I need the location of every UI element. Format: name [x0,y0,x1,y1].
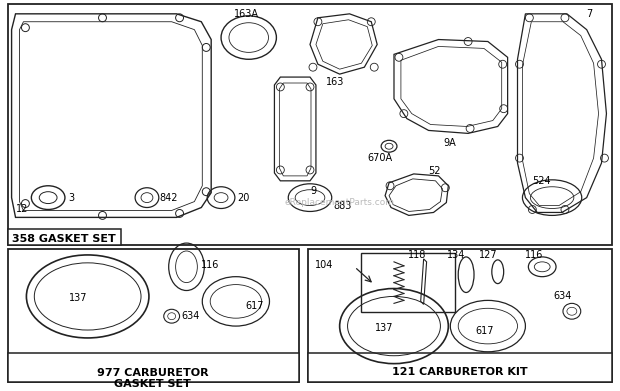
Text: 134: 134 [447,250,466,260]
Bar [361,253,455,312]
Text: eReplacementParts.com: eReplacementParts.com [285,198,395,207]
Text: 9: 9 [310,186,316,196]
Text: 524: 524 [533,176,551,186]
Text: 163: 163 [326,77,344,87]
Text: 670A: 670A [367,153,392,163]
Text: 617: 617 [246,301,264,311]
Bar [308,353,613,382]
Text: 118: 118 [407,250,426,260]
Text: 104: 104 [315,260,334,270]
Text: 9A: 9A [443,138,456,148]
Text: 116: 116 [202,260,219,270]
Bar [7,249,299,382]
Text: 634: 634 [182,311,200,321]
Bar [7,353,299,382]
Text: 163A: 163A [234,9,259,19]
Text: 127: 127 [479,250,497,260]
Text: 137: 137 [69,293,87,303]
Text: 3: 3 [68,193,74,203]
Text: 121 CARBURETOR KIT: 121 CARBURETOR KIT [392,366,528,377]
Text: 617: 617 [476,326,494,336]
Text: 634: 634 [554,291,572,301]
Bar [7,229,122,245]
Text: 12: 12 [16,204,28,215]
Text: 977 CARBURETOR
GASKET SET: 977 CARBURETOR GASKET SET [97,368,209,389]
Text: 137: 137 [375,323,393,333]
Text: 20: 20 [237,193,249,203]
Text: 358 GASKET SET: 358 GASKET SET [12,234,115,244]
Text: 7: 7 [587,9,593,19]
Text: 842: 842 [160,193,179,203]
Text: 883: 883 [334,201,352,210]
Text: 52: 52 [428,166,441,176]
Bar [308,249,613,382]
Text: 116: 116 [525,250,544,260]
Bar [7,4,613,245]
